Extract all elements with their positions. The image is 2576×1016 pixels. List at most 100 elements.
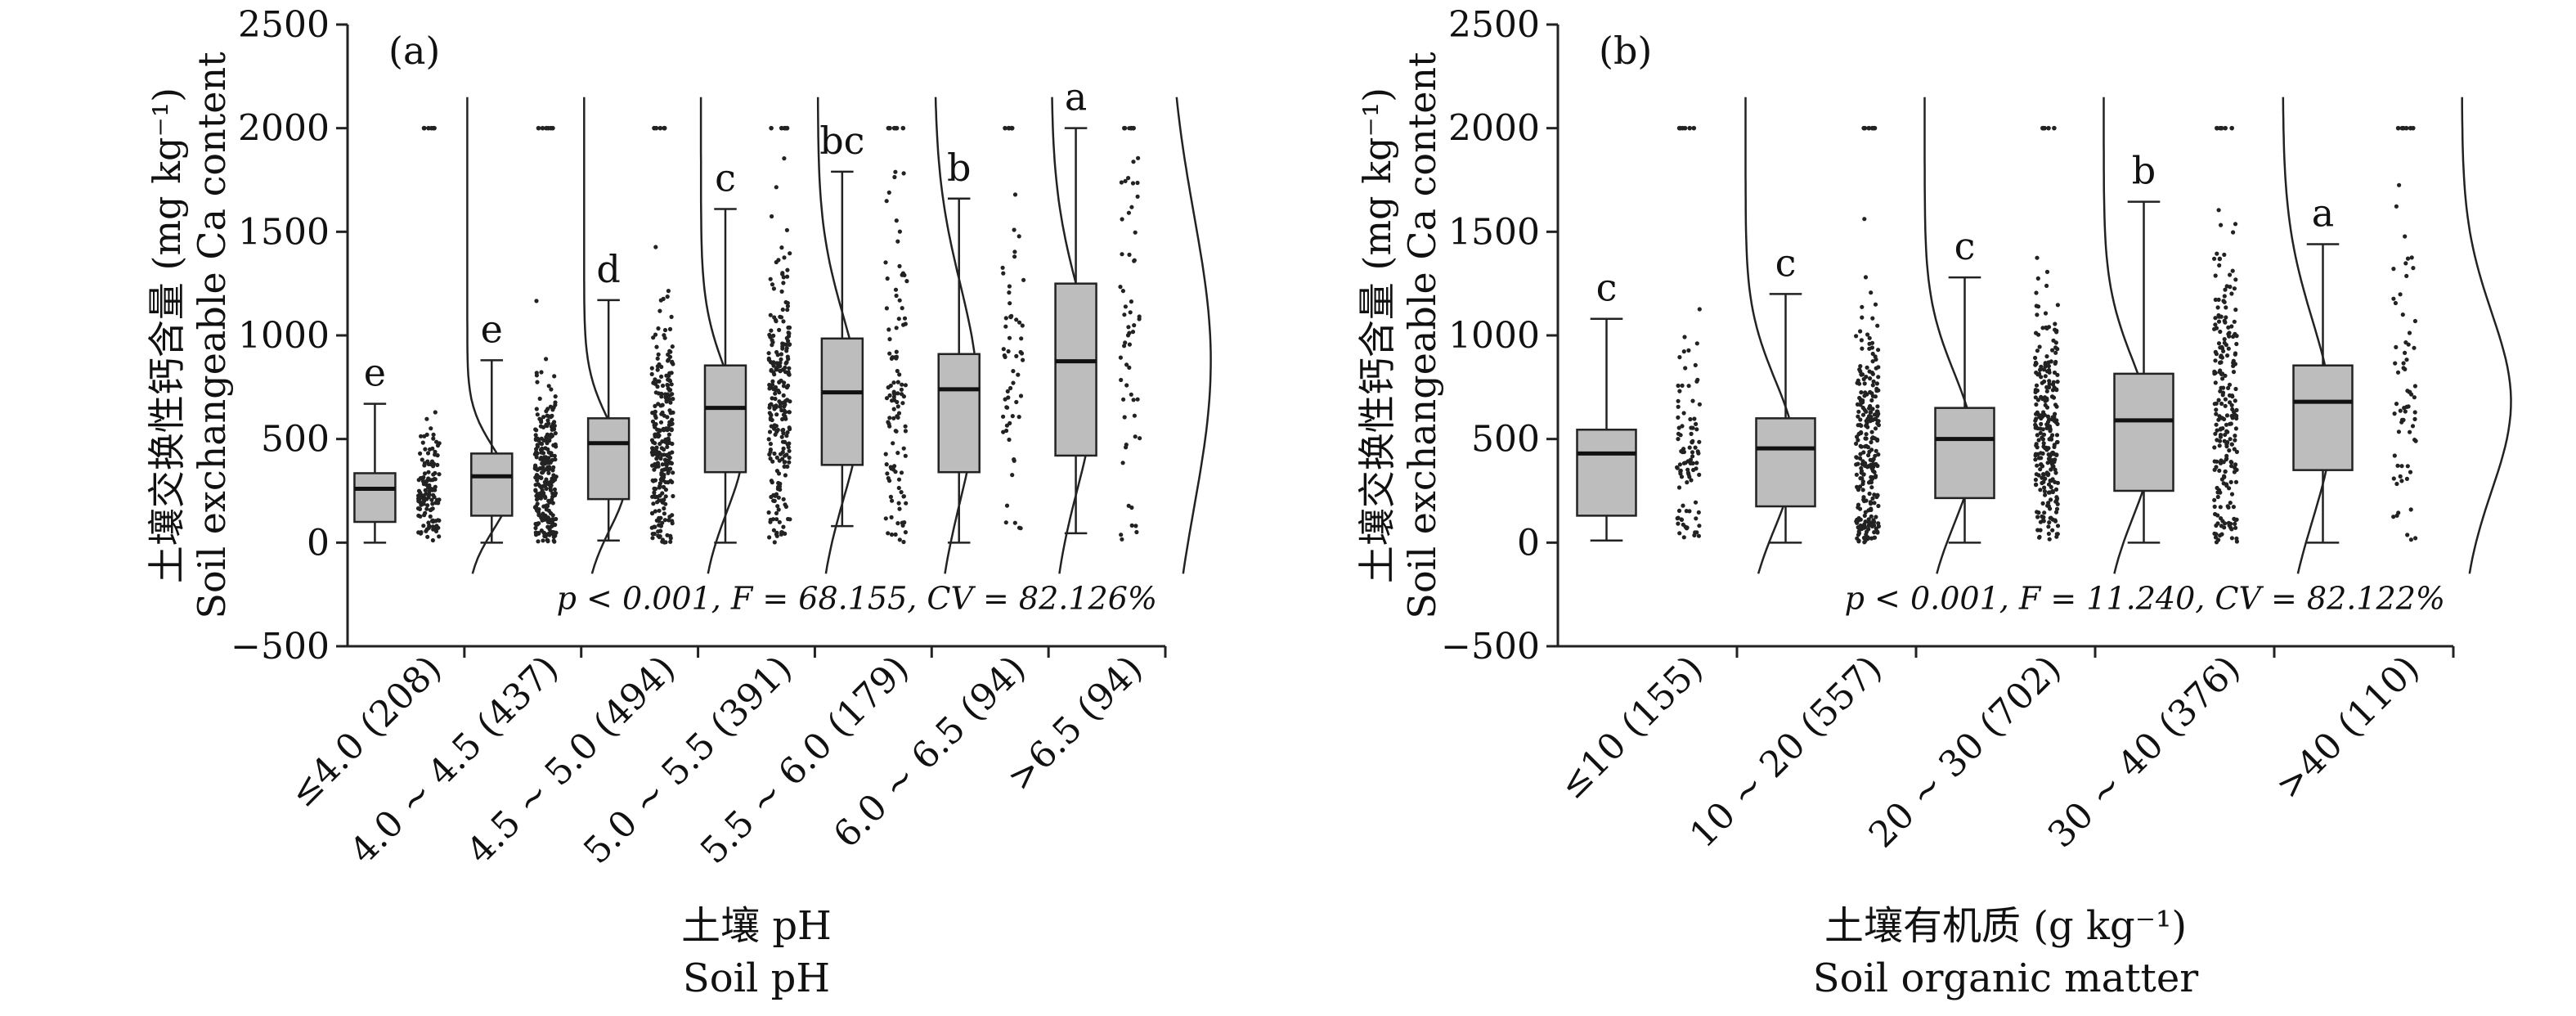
stats-annotation: p < 0.001, F = 68.155, CV = 82.126% xyxy=(557,580,1157,616)
x-tick-label: 4.0 ~ 4.5 (437) xyxy=(342,648,566,872)
raw-point xyxy=(1004,405,1009,410)
raw-point xyxy=(1864,498,1869,503)
raw-point xyxy=(652,486,657,492)
raw-point xyxy=(2229,460,2234,465)
y-tick-label: 2000 xyxy=(1448,108,1540,150)
raw-point xyxy=(1680,383,1685,388)
raw-point xyxy=(2234,517,2239,522)
raw-point xyxy=(543,438,548,443)
raw-point xyxy=(2049,515,2053,520)
raw-point xyxy=(2405,464,2410,469)
raw-point xyxy=(2212,467,2217,472)
raw-point xyxy=(436,525,441,530)
raw-point xyxy=(1872,535,1878,540)
raw-point xyxy=(1875,530,1880,535)
raw-point xyxy=(429,497,434,502)
raw-point xyxy=(1121,397,1126,402)
raw-point xyxy=(2216,319,2222,324)
raw-point xyxy=(671,362,675,366)
raw-point xyxy=(2054,388,2059,393)
raw-point xyxy=(2212,445,2217,450)
raw-point xyxy=(777,327,782,332)
raw-point xyxy=(1687,445,1692,450)
raw-point xyxy=(901,539,906,545)
raw-point xyxy=(2233,352,2237,357)
raw-point xyxy=(1862,217,1867,222)
raw-point xyxy=(887,337,892,342)
raw-point xyxy=(1693,445,1698,450)
raw-point xyxy=(2051,395,2057,400)
raw-point-cap xyxy=(1009,125,1015,131)
raw-point xyxy=(886,327,891,332)
raw-point xyxy=(671,397,675,402)
raw-point xyxy=(1008,301,1012,306)
raw-point xyxy=(670,441,675,447)
raw-point xyxy=(767,405,772,410)
raw-point xyxy=(2228,400,2233,405)
raw-point xyxy=(2403,261,2408,266)
raw-point xyxy=(428,514,433,519)
raw-point xyxy=(2033,362,2038,367)
raw-point xyxy=(2216,208,2221,213)
raw-point xyxy=(1865,365,1869,370)
raw-point xyxy=(889,532,895,537)
raw-point xyxy=(903,424,908,429)
raw-point xyxy=(427,492,432,497)
box-group: b xyxy=(937,97,1095,574)
raw-point-cap xyxy=(1687,125,1692,131)
box-group: c xyxy=(1934,97,2154,574)
raw-point xyxy=(660,462,665,467)
raw-point xyxy=(2035,528,2040,533)
raw-point xyxy=(2043,402,2048,407)
raw-point xyxy=(1862,536,1867,541)
raw-point xyxy=(652,423,657,428)
raw-point xyxy=(650,419,656,424)
raw-point xyxy=(1693,500,1699,505)
raw-point xyxy=(2396,429,2401,434)
raw-point xyxy=(2035,463,2040,468)
raw-point xyxy=(429,507,434,512)
raw-point xyxy=(1694,341,1699,346)
raw-point xyxy=(1872,530,1877,535)
raw-point xyxy=(2047,520,2052,525)
raw-point xyxy=(2224,315,2228,320)
raw-point xyxy=(424,482,429,488)
y-tick-label: 500 xyxy=(1471,419,1540,461)
raw-point xyxy=(2213,273,2218,278)
raw-point xyxy=(659,472,664,477)
raw-point xyxy=(541,451,546,456)
raw-point xyxy=(1869,485,1874,490)
raw-point xyxy=(426,485,431,490)
raw-point xyxy=(1859,465,1864,471)
raw-point xyxy=(1860,400,1865,405)
raw-point xyxy=(2222,252,2227,257)
raw-point xyxy=(2233,521,2237,527)
raw-point xyxy=(2229,324,2234,329)
box-group: c xyxy=(1576,97,1796,574)
raw-point xyxy=(2040,326,2045,330)
raw-point xyxy=(2412,416,2417,421)
raw-point xyxy=(2212,504,2217,510)
raw-point xyxy=(2218,345,2223,350)
raw-point xyxy=(654,445,659,450)
raw-point xyxy=(1677,355,1682,360)
y-tick-label: −500 xyxy=(231,626,330,668)
raw-point xyxy=(650,532,655,537)
raw-point xyxy=(544,532,549,537)
raw-point xyxy=(900,382,904,387)
raw-point xyxy=(885,276,890,281)
raw-point xyxy=(893,532,898,537)
raw-point xyxy=(1676,508,1682,514)
raw-point xyxy=(552,539,557,544)
raw-point xyxy=(1862,444,1868,449)
raw-point xyxy=(2044,269,2050,274)
raw-point xyxy=(1696,533,1701,538)
raw-point xyxy=(2041,441,2046,446)
raw-point xyxy=(897,506,902,511)
raw-point xyxy=(536,531,541,536)
raw-point xyxy=(553,522,558,528)
raw-point xyxy=(539,442,545,447)
raw-point xyxy=(2040,518,2045,523)
raw-point xyxy=(1873,416,1878,421)
